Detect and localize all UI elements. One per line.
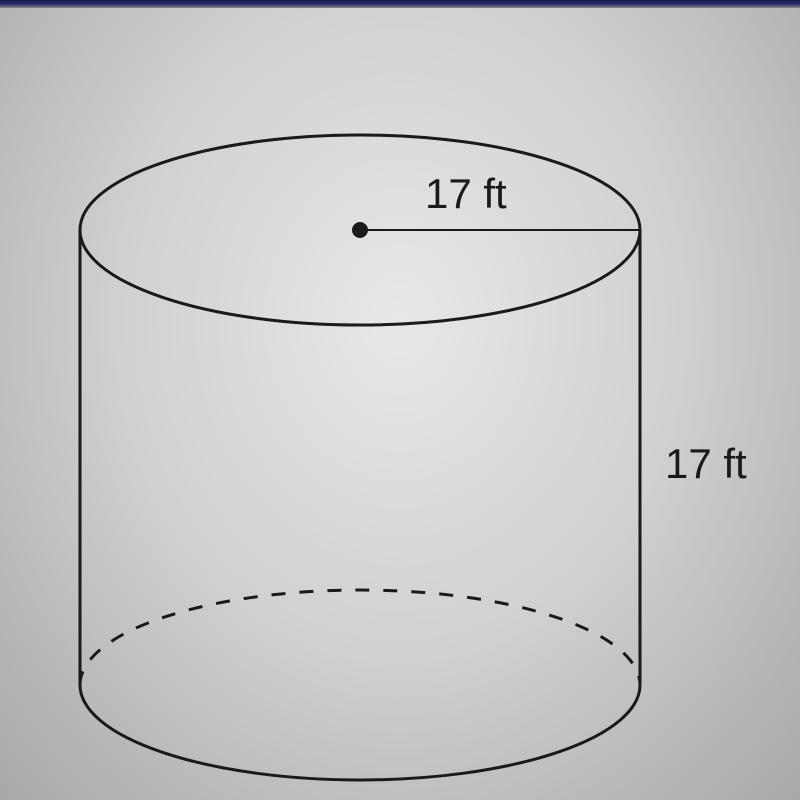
- cylinder-bottom-front: [80, 685, 640, 780]
- cylinder-bottom-back-dashed: [80, 590, 640, 685]
- center-point-icon: [352, 222, 368, 238]
- window-top-border: [0, 0, 800, 8]
- height-dimension-label: 17 ft: [665, 440, 747, 488]
- radius-dimension-label: 17 ft: [425, 170, 507, 218]
- cylinder-diagram: [75, 130, 645, 770]
- cylinder-svg: [75, 130, 645, 770]
